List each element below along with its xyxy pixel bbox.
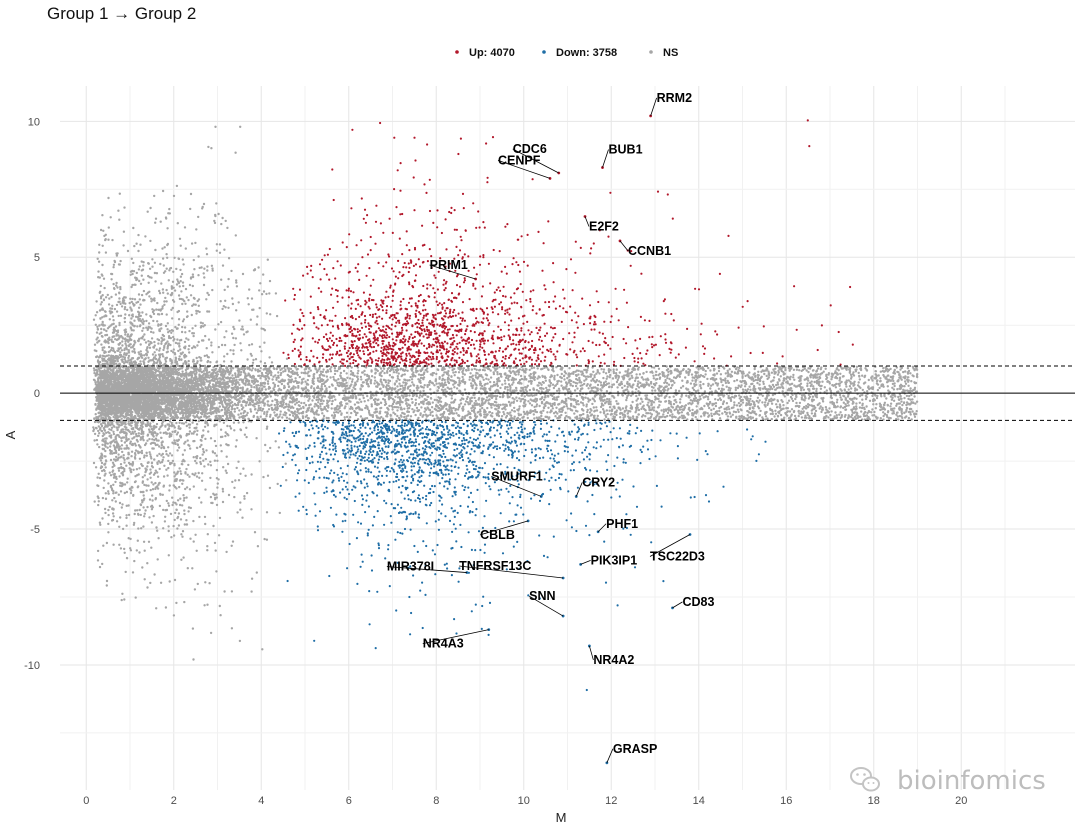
gene-label: RRM2: [657, 91, 692, 105]
gene-label: CCNB1: [628, 244, 671, 258]
label-connector: [588, 645, 594, 661]
gene-label: E2F2: [589, 219, 619, 233]
label-connector: [422, 629, 489, 645]
gene-point: [557, 171, 561, 175]
gene-label: PIK3IP1: [591, 553, 638, 567]
legend-label: NS: [663, 47, 678, 59]
legend: Up: 4070 Down: 3758 NS: [455, 47, 678, 59]
legend-key: [455, 50, 459, 54]
gene-label: MIR378I: [387, 560, 434, 574]
label-connector: [602, 149, 609, 168]
gene-label: CENPF: [498, 153, 541, 167]
x-tick-label: 6: [346, 795, 352, 807]
label-connector: [584, 216, 590, 227]
label-connector: [429, 264, 476, 280]
label-connector: [672, 601, 683, 609]
y-tick-label: 0: [34, 388, 40, 400]
gene-point: [526, 519, 530, 523]
gene-label: NR4A2: [593, 653, 634, 667]
chart-title: Group 1 → Group 2: [47, 4, 196, 23]
label-connector: [497, 160, 551, 179]
x-tick-label: 16: [780, 795, 792, 807]
x-tick-label: 14: [693, 795, 705, 807]
y-tick-label: -5: [30, 524, 40, 536]
label-connector: [512, 148, 559, 174]
gene-label: NR4A3: [423, 637, 464, 651]
y-tick-label: 10: [28, 116, 40, 128]
legend-label: Up: 4070: [469, 47, 515, 59]
y-tick-label: 5: [34, 252, 40, 264]
gene-label: SNN: [529, 589, 555, 603]
label-connector: [491, 476, 542, 497]
label-connector: [386, 566, 467, 573]
wechat-icon: [850, 767, 880, 792]
gene-label: TSC22D3: [650, 549, 705, 563]
x-tick-label: 4: [258, 795, 264, 807]
label-connector: [459, 565, 564, 579]
gene-label: GRASP: [613, 742, 657, 756]
gene-label: CRY2: [582, 475, 615, 489]
label-connector: [597, 523, 607, 533]
x-tick-label: 20: [955, 795, 967, 807]
x-tick-label: 12: [605, 795, 617, 807]
gene-label: PRIM1: [430, 258, 468, 272]
x-tick-label: 0: [83, 795, 89, 807]
points-layer: [92, 119, 919, 692]
gene-label: PHF1: [606, 517, 638, 531]
label-connector: [528, 595, 564, 617]
gene-label: BUB1: [609, 143, 643, 157]
label-connector: [480, 520, 529, 536]
grid: [60, 86, 1075, 790]
gene-label: SMURF1: [491, 469, 542, 483]
x-tick-label: 2: [171, 795, 177, 807]
watermark-text: bioinfomics: [897, 766, 1046, 796]
legend-key: [649, 50, 653, 54]
label-connector: [650, 97, 658, 117]
gene-label: CBLB: [480, 528, 515, 542]
x-axis-title: M: [556, 810, 567, 825]
label-connector: [619, 240, 629, 252]
x-tick-label: 18: [868, 795, 880, 807]
y-axis-title: A: [3, 430, 18, 439]
gene-label: CD83: [683, 595, 715, 609]
reference-lines: [60, 365, 1075, 421]
gene-label: TNFRSF13C: [459, 559, 531, 573]
watermark: bioinfomics: [850, 766, 1046, 796]
x-tick-label: 8: [433, 795, 439, 807]
legend-key: [542, 50, 546, 54]
y-tick-label: -10: [24, 660, 40, 672]
gene-label: CDC6: [513, 142, 547, 156]
label-connector: [606, 748, 614, 763]
x-tick-label: 10: [518, 795, 530, 807]
label-connector: [649, 534, 691, 557]
legend-label: Down: 3758: [556, 47, 617, 59]
axis-ticks: 0 2 4 6 8 10 12 14 16 18 20 -10 -5 0 5 10: [24, 116, 967, 807]
label-connector: [575, 482, 583, 497]
up-points: [282, 119, 854, 368]
label-connector: [580, 560, 591, 565]
gene-point: [487, 628, 491, 632]
